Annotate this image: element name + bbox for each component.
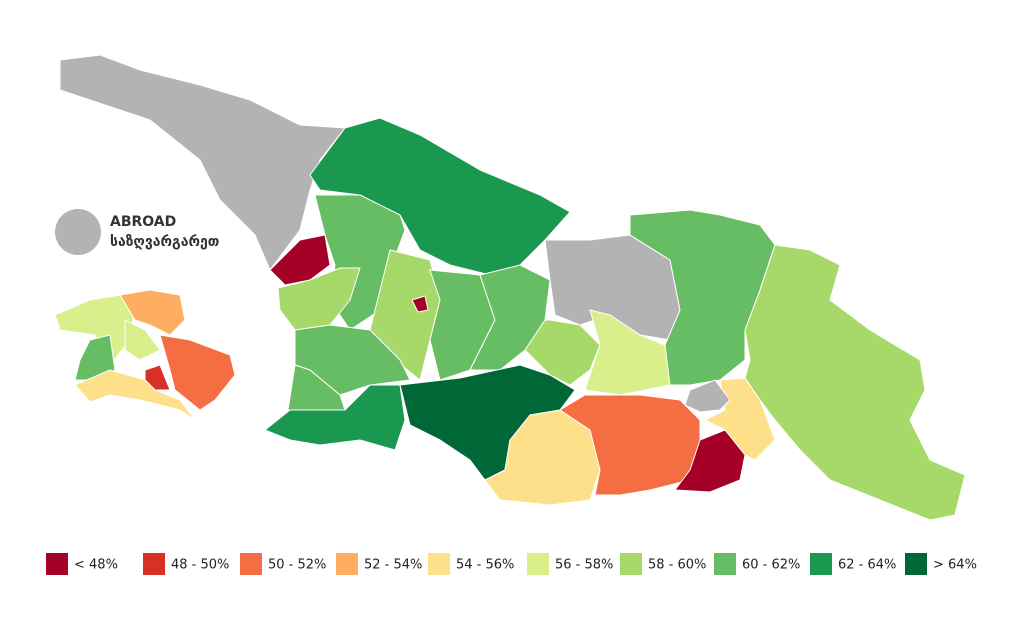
region [269,234,331,286]
region [144,364,171,391]
region [544,234,681,341]
legend-label: 50 - 52% [268,558,326,573]
legend-label: < 48% [74,558,118,573]
legend-swatch [620,553,642,575]
legend-label: 52 - 54% [364,558,422,573]
legend-swatch [336,553,358,575]
legend-swatch [905,553,927,575]
region [704,377,776,461]
region [411,295,429,313]
legend-label: > 64% [933,558,977,573]
regions [54,54,966,521]
region [124,319,161,361]
legend-label: 56 - 58% [555,558,613,573]
region [159,334,236,411]
region [674,429,746,493]
legend-swatch [46,553,68,575]
region [59,54,346,271]
region [484,409,601,506]
abroad-label: ABROAD [110,214,176,230]
legend-label: 58 - 60% [648,558,706,573]
legend-swatch [810,553,832,575]
legend-label: 54 - 56% [456,558,514,573]
region [684,379,731,413]
region [264,384,406,451]
legend-swatch [527,553,549,575]
region [74,369,196,421]
legend-label: 62 - 64% [838,558,896,573]
legend-swatch [714,553,736,575]
abroad-label-ka: საზღვარგარეთ [110,234,219,250]
region [119,289,186,336]
region [744,244,966,521]
legend-label: 48 - 50% [171,558,229,573]
legend-label: 60 - 62% [742,558,800,573]
region [277,267,361,331]
region [629,209,776,386]
legend-swatch [143,553,165,575]
legend-swatch [240,553,262,575]
legend-swatch [428,553,450,575]
region [524,319,601,386]
abroad-marker [55,209,101,255]
legend: < 48% 48 - 50% 50 - 52% 52 - 54% 54 - 56% 56 … [46,553,977,575]
